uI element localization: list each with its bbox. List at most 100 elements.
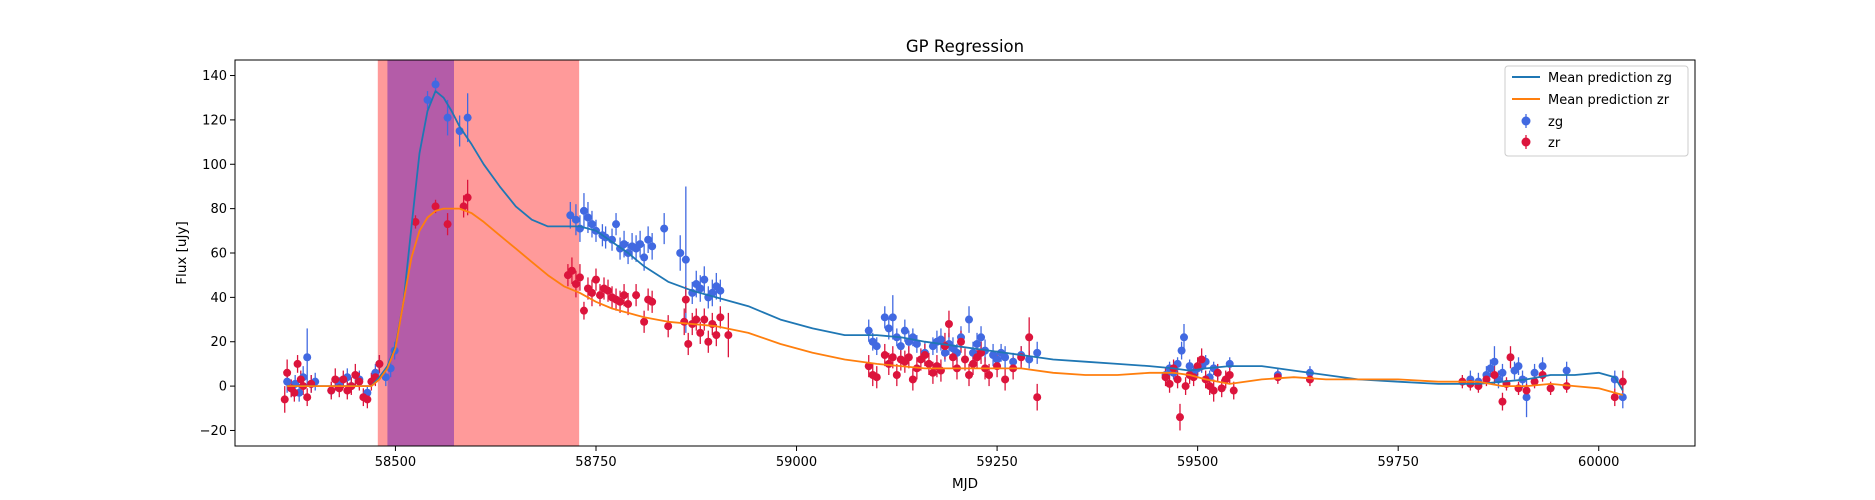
legend-label-zg: zg: [1548, 115, 1563, 130]
point-zr: [648, 297, 657, 306]
x-tick-label: 60000: [1578, 455, 1619, 470]
point-zg: [884, 324, 893, 333]
point-zg: [1522, 393, 1531, 402]
point-zg: [1177, 346, 1186, 355]
point-zr: [280, 395, 289, 404]
point-zg: [1530, 368, 1539, 377]
y-tick-label: 120: [202, 113, 227, 128]
point-zg: [571, 215, 580, 224]
point-zr: [1546, 384, 1555, 393]
point-zg: [660, 224, 669, 233]
y-tick-label: 60: [210, 247, 227, 262]
x-tick-label: 59000: [776, 455, 817, 470]
point-zr: [712, 331, 721, 340]
point-zr: [704, 337, 713, 346]
point-zr: [892, 371, 901, 380]
point-zr: [880, 351, 889, 360]
point-zr: [928, 368, 937, 377]
point-zr: [339, 375, 348, 384]
point-zr: [1181, 382, 1190, 391]
point-zr: [1165, 379, 1174, 388]
point-zg: [1562, 366, 1571, 375]
legend-label-zg-line: Mean prediction zg: [1548, 71, 1672, 86]
point-zr: [1482, 375, 1491, 384]
point-zr: [293, 359, 302, 368]
point-zr: [1025, 333, 1034, 342]
point-zr: [1506, 353, 1515, 362]
point-zg: [1498, 368, 1507, 377]
shaded-region-2: [387, 60, 454, 446]
point-zr: [680, 317, 689, 326]
point-zg: [283, 377, 292, 386]
point-zg: [940, 348, 949, 357]
point-zr: [591, 275, 600, 284]
point-zr: [431, 202, 440, 211]
point-zg: [872, 342, 881, 351]
y-tick-label: −20: [200, 424, 227, 439]
y-axis-label: Flux [uJy]: [174, 221, 190, 284]
point-zg: [303, 353, 312, 362]
shaded-regions: [377, 60, 580, 446]
point-zg: [1486, 364, 1495, 373]
point-zr: [888, 353, 897, 362]
y-tick-label: 40: [210, 291, 227, 306]
point-zg: [443, 113, 452, 122]
point-zr: [696, 328, 705, 337]
point-zr: [716, 313, 725, 322]
point-zr: [1490, 371, 1499, 380]
point-zr: [1522, 386, 1531, 395]
y-axis-ticks: −20 0 20 40 60 80 100 120 140: [200, 69, 235, 439]
point-zr: [303, 393, 312, 402]
point-zg: [993, 355, 1002, 364]
x-axis-ticks: 58500 58750 59000 59250 59500 59750 60000: [375, 446, 1619, 470]
point-zg: [648, 242, 657, 251]
point-zr: [351, 371, 360, 380]
point-zg: [936, 335, 945, 344]
point-zg: [1180, 333, 1188, 342]
x-tick-label: 58500: [375, 455, 416, 470]
point-zr: [1498, 397, 1507, 406]
point-zg: [888, 313, 897, 322]
point-zg: [965, 315, 974, 324]
point-zr: [375, 359, 384, 368]
point-zr: [1229, 386, 1238, 395]
point-zg: [463, 113, 472, 122]
point-zr: [1161, 373, 1170, 382]
prediction-lines: [287, 90, 1624, 396]
point-zg: [1009, 357, 1018, 366]
point-zr: [331, 375, 340, 384]
point-zr: [1197, 355, 1206, 364]
point-zg: [431, 80, 440, 89]
point-zg: [977, 333, 986, 342]
point-zg: [1185, 362, 1194, 371]
x-tick-label: 59500: [1177, 455, 1218, 470]
point-zg: [973, 339, 982, 348]
point-zg: [636, 240, 645, 249]
point-zr: [355, 377, 364, 386]
point-zr: [296, 375, 305, 384]
point-zg: [1514, 362, 1523, 371]
point-zg: [423, 95, 432, 104]
point-zr: [1213, 368, 1222, 377]
point-zr: [908, 375, 917, 384]
point-zr: [620, 291, 629, 300]
point-zr: [1033, 393, 1042, 402]
point-zr: [616, 297, 625, 306]
point-zr: [904, 353, 913, 362]
point-zr: [575, 273, 584, 282]
point-zr: [463, 193, 472, 202]
x-tick-label: 59750: [1378, 455, 1419, 470]
point-zr: [700, 315, 709, 324]
point-zr: [579, 306, 588, 315]
point-zg: [716, 286, 725, 295]
point-zg: [587, 220, 596, 229]
y-tick-label: 140: [202, 69, 227, 84]
x-tick-label: 59250: [976, 455, 1017, 470]
legend-marker-zr: [1521, 137, 1531, 147]
point-zg: [644, 235, 653, 244]
point-zr: [1618, 377, 1627, 386]
point-zg: [864, 326, 873, 335]
point-zr: [684, 339, 693, 348]
legend-label-zr-line: Mean prediction zr: [1548, 93, 1670, 108]
